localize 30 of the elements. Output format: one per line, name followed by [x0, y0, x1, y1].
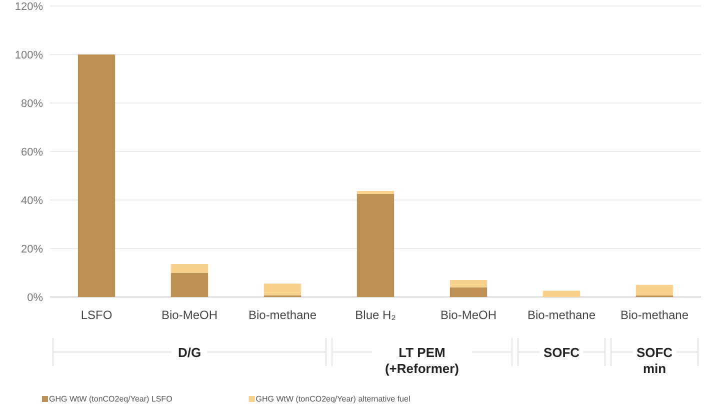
- x-tick-label: Blue H₂: [355, 308, 396, 322]
- bar: [450, 287, 488, 297]
- legend-label: GHG WtW (tonCO2eq/Year) LSFO: [49, 394, 172, 404]
- bar: [264, 284, 302, 296]
- x-tick-label: Bio-methane: [620, 308, 689, 322]
- text: LT PEM (+Reformer): [384, 345, 460, 376]
- bar: [356, 191, 394, 194]
- bar: [78, 54, 116, 297]
- x-tick-label: Bio-methane: [527, 308, 596, 322]
- y-tick-label: 60%: [20, 146, 44, 158]
- y-tick-label: 100%: [14, 49, 44, 62]
- bar: [636, 284, 674, 296]
- text: D/G: [178, 345, 202, 360]
- x-tick-label: Bio-MeOH: [161, 308, 218, 322]
- bar: [450, 280, 488, 288]
- x-tick-label: Bio-MeOH: [440, 308, 497, 322]
- y-tick-label: 0%: [27, 292, 44, 304]
- y-tick-label: 80%: [20, 98, 44, 110]
- legend-label: GHG WtW (tonCO2eq/Year) alternative fuel: [256, 394, 410, 404]
- text: SOFC: [543, 345, 580, 360]
- y-tick-label: 120%: [14, 0, 44, 13]
- y-tick-label: 40%: [20, 194, 44, 207]
- text: SOFC min: [636, 345, 674, 376]
- bar: [170, 264, 208, 273]
- bar: [170, 272, 208, 297]
- bar: [542, 290, 580, 297]
- y-tick-label: 20%: [20, 243, 44, 256]
- x-tick-label: Bio-methane: [248, 308, 317, 322]
- x-tick-label: LSFO: [80, 308, 112, 322]
- bar: [356, 194, 394, 297]
